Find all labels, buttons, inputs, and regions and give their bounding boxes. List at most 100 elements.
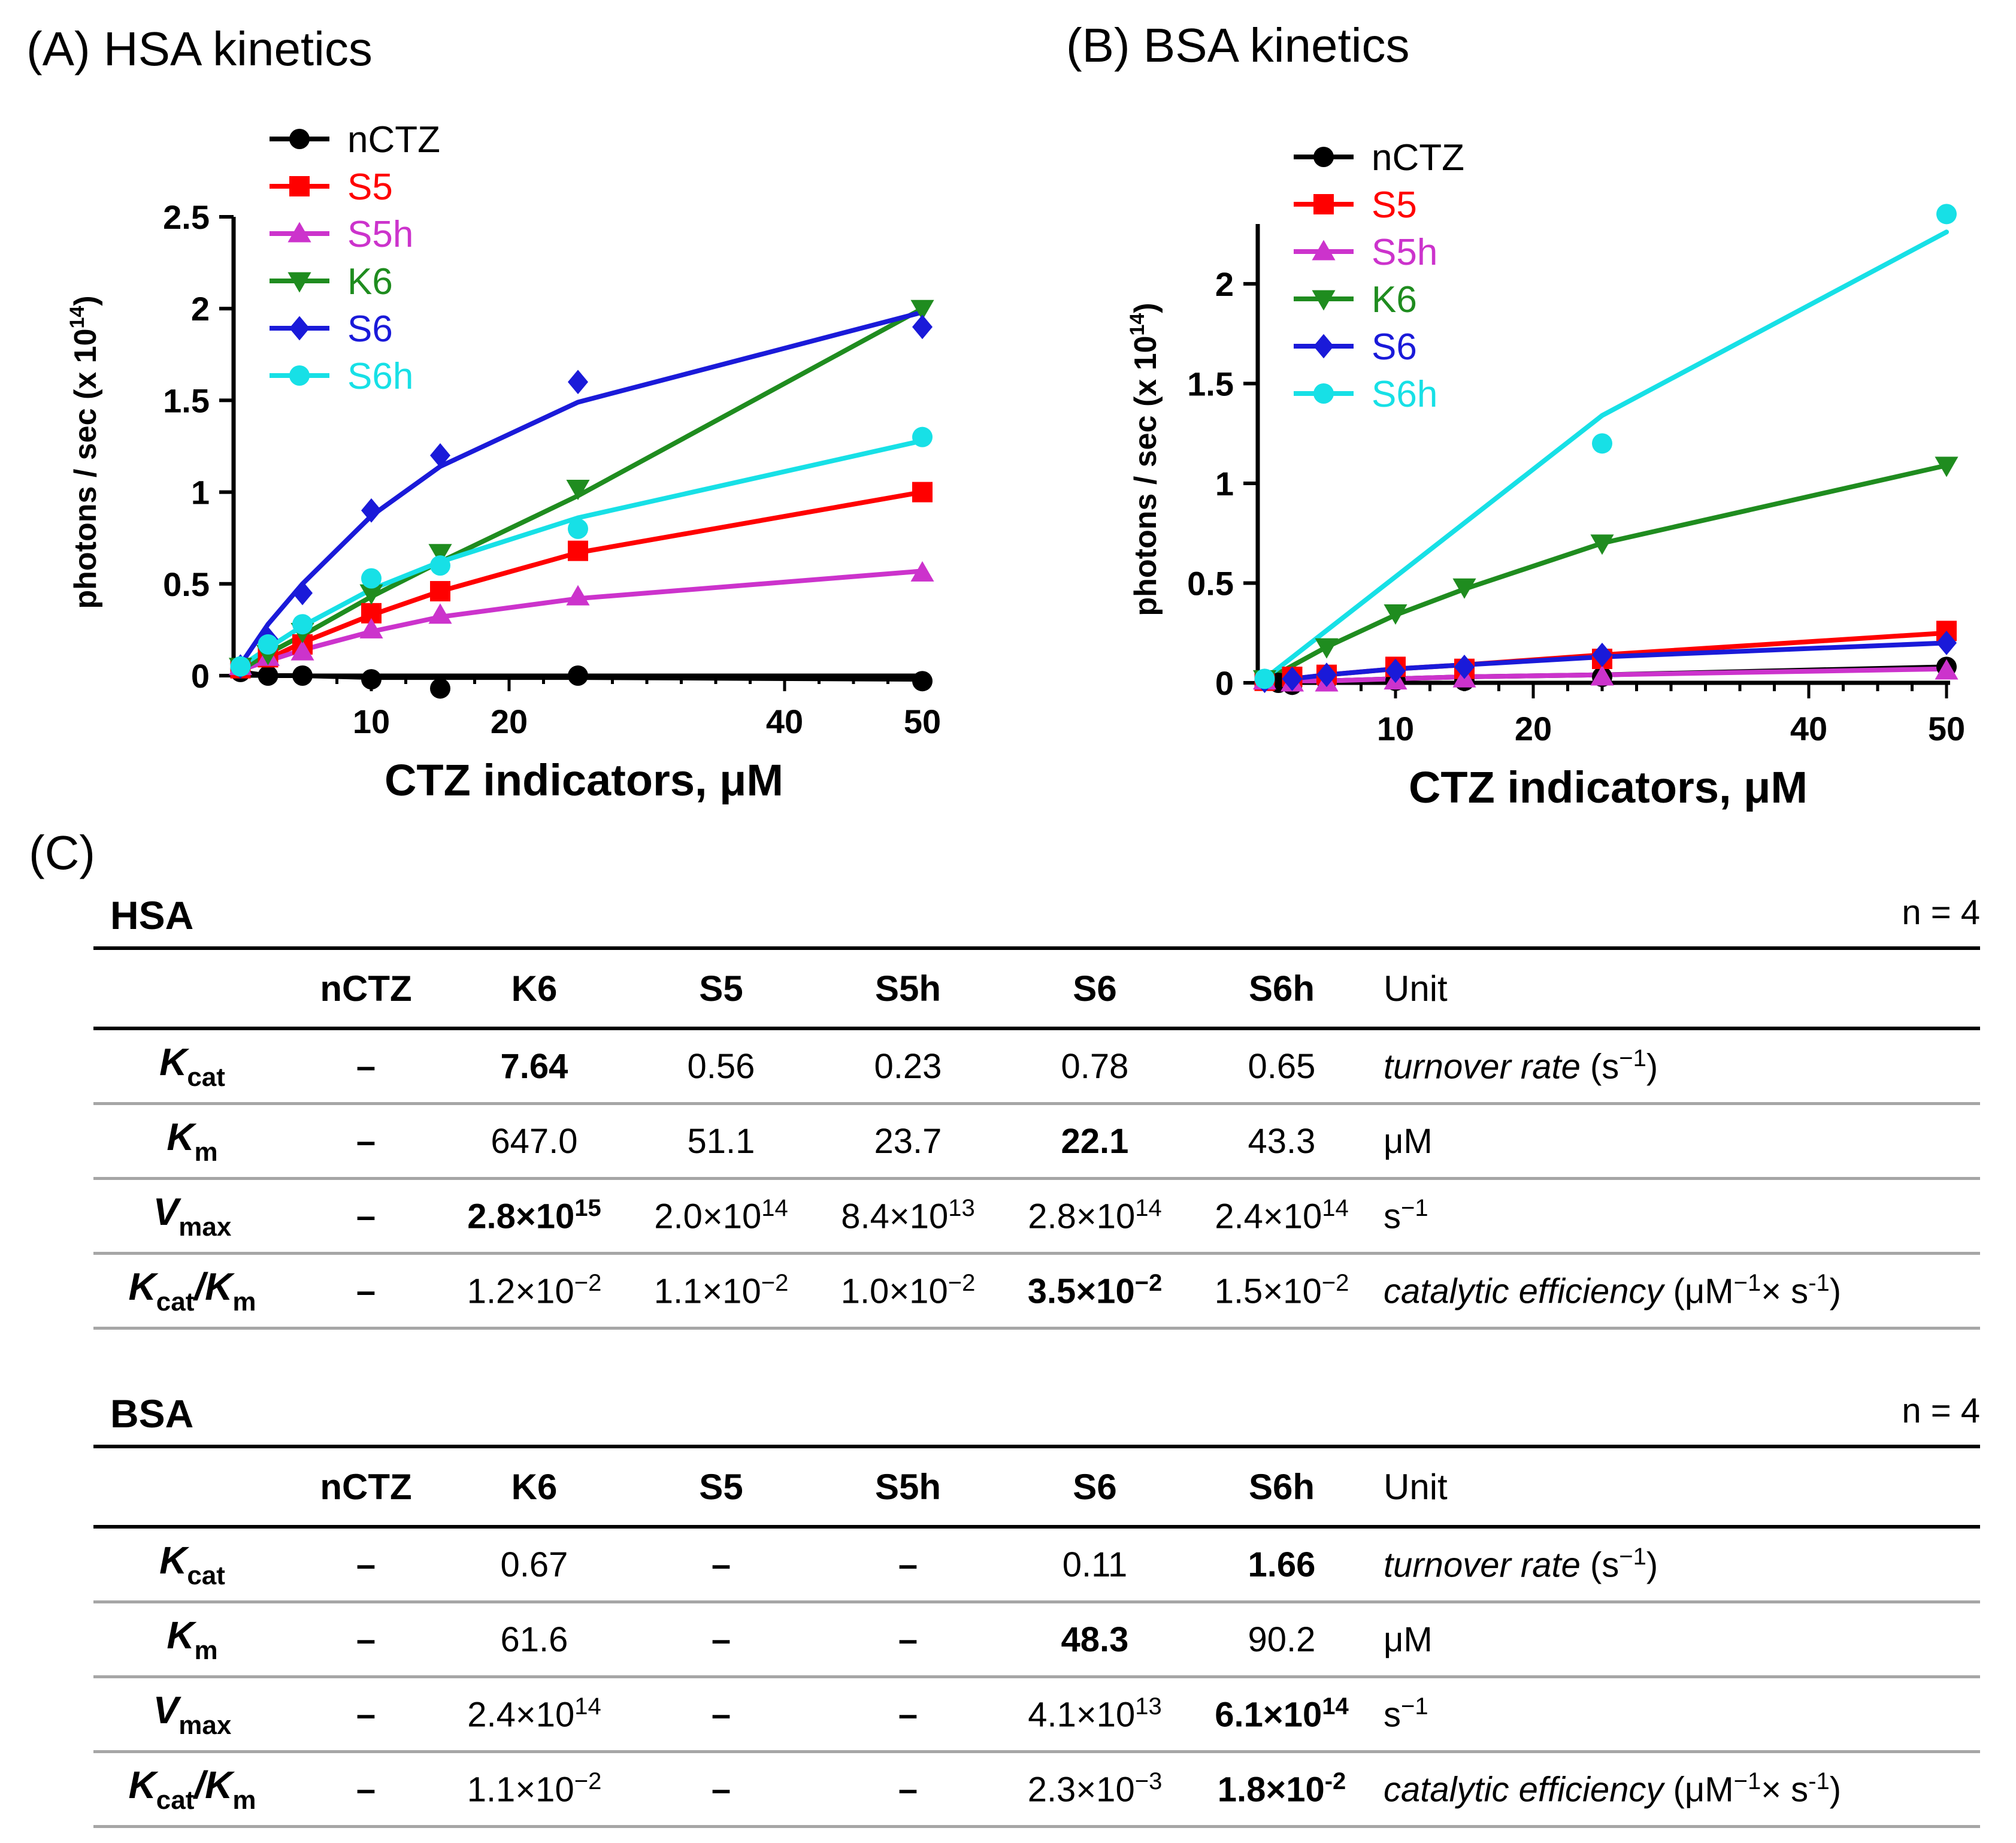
- column-header-k6: K6: [441, 1445, 628, 1529]
- table-cell: 647.0: [441, 1103, 628, 1180]
- panel-b-title: (B) BSA kinetics: [1066, 19, 1410, 72]
- y-tick-label: 1.5: [163, 382, 210, 419]
- bsa-table-n: n = 4: [1902, 1391, 1980, 1430]
- y-tick-label: 2.5: [163, 198, 210, 236]
- legend-label-K6: K6: [1372, 279, 1417, 320]
- table-cell: 0.78: [1001, 1028, 1188, 1105]
- data-point-S5h: [910, 561, 934, 582]
- table-cell: –: [815, 1676, 1001, 1753]
- table-cell: 90.2: [1188, 1602, 1375, 1678]
- header-empty: [93, 1445, 291, 1529]
- unit-cell: turnover rate (s−1): [1375, 1028, 1980, 1105]
- legend-marker-S6: [1313, 334, 1334, 359]
- column-header-s6: S6: [1001, 946, 1188, 1030]
- header-empty: [93, 946, 291, 1030]
- data-point-S6: [1454, 654, 1475, 679]
- table-cell: –: [291, 1751, 441, 1828]
- row-parameter: Vmax: [93, 1178, 291, 1255]
- data-point-S6: [1385, 658, 1406, 683]
- legend-marker-K6: [1312, 290, 1336, 311]
- x-tick-label: 40: [1790, 710, 1827, 748]
- data-point-S6h: [292, 614, 313, 635]
- panel-c-label: (C): [29, 826, 96, 879]
- table-cell: 23.7: [815, 1103, 1001, 1180]
- y-axis-label-sup: 14: [66, 306, 89, 329]
- hsa-table-block: HSA n = 4 nCTZ K6 S5 S5h S6 S6h Unit Kcat –7.64 0…: [93, 886, 1980, 1330]
- table-cell: 0.56: [628, 1028, 815, 1105]
- table-row: Km –647.0 51.1 23.7 22.1 43.3 μM: [93, 1103, 1980, 1180]
- legend-marker-S6: [289, 316, 310, 341]
- data-point-S5h: [428, 603, 452, 624]
- table-cell: 6.1×1014: [1188, 1676, 1375, 1753]
- table-cell: –: [628, 1602, 815, 1678]
- data-point-S6: [1936, 630, 1957, 655]
- hsa-table-title: HSA: [110, 893, 194, 937]
- table-cell: –: [628, 1751, 815, 1828]
- data-point-S6h: [1254, 668, 1275, 689]
- fit-line-S6h: [1262, 229, 1949, 682]
- table-row: Kcat/Km –1.2×10−2 1.1×10−2 1.0×10−2 3.5×10−2…: [93, 1253, 1980, 1330]
- table-row: Kcat –7.64 0.56 0.23 0.78 0.65 turnover rate (…: [93, 1028, 1980, 1105]
- data-point-S6: [430, 443, 450, 468]
- unit-cell: μM: [1375, 1103, 1980, 1180]
- column-header-s6: S6: [1001, 1445, 1188, 1529]
- table-cell: 43.3: [1188, 1103, 1375, 1180]
- bsa-table-block: BSA n = 4 nCTZ K6 S5 S5h S6 S6h Unit Kcat –0.67–…: [93, 1385, 1980, 1828]
- data-point-S6: [912, 314, 933, 340]
- data-point-nCTZ: [430, 678, 450, 699]
- y-axis-label-tail: ): [68, 295, 103, 305]
- hsa-table-n: n = 4: [1902, 893, 1980, 932]
- y-axis-label-main: photons / sec (x 10: [68, 329, 103, 609]
- y-axis-label-tail: ): [1128, 302, 1163, 313]
- y-tick-label: 2: [1215, 265, 1234, 303]
- column-header-s5: S5: [628, 1445, 815, 1529]
- data-point-S5: [430, 581, 450, 602]
- legend-marker-S5h: [1312, 240, 1336, 261]
- column-header-unit: Unit: [1375, 1445, 1980, 1529]
- legend-label-S6: S6: [347, 308, 393, 350]
- column-header-s5h: S5h: [815, 1445, 1001, 1529]
- y-tick-label: 0: [1215, 664, 1234, 702]
- data-point-S6h: [1936, 204, 1957, 225]
- data-point-S6h: [258, 634, 279, 655]
- table-cell: 0.65: [1188, 1028, 1375, 1105]
- table-cell: –: [291, 1527, 441, 1603]
- table-cell: 1.1×10−2: [628, 1253, 815, 1330]
- y-axis-label: photons / sec (x 1014): [1126, 302, 1163, 616]
- table-cell: –: [291, 1676, 441, 1753]
- y-tick-label: 1.5: [1187, 365, 1234, 403]
- x-axis-label: CTZ indicators, μM: [1409, 762, 1808, 812]
- data-point-S6: [568, 370, 588, 395]
- row-parameter: Kcat: [93, 1527, 291, 1603]
- row-parameter: Km: [93, 1103, 291, 1180]
- data-point-S5h: [290, 640, 314, 661]
- table-cell: 22.1: [1001, 1103, 1188, 1180]
- table-cell: 0.67: [441, 1527, 628, 1603]
- table-cell: –: [815, 1602, 1001, 1678]
- y-tick-label: 1: [1215, 465, 1234, 503]
- data-point-S5: [912, 482, 933, 503]
- data-point-nCTZ: [258, 665, 279, 686]
- legend-label-S5: S5: [1372, 184, 1417, 226]
- x-tick-label: 10: [353, 703, 390, 740]
- data-point-S6h: [1592, 433, 1612, 454]
- table-cell: –: [815, 1527, 1001, 1603]
- data-point-K6: [1452, 578, 1476, 599]
- row-parameter: Kcat/Km: [93, 1751, 291, 1828]
- hsa-kinetics-chart: 0 0.5 1 1.5 2 2.5 10 20 40 50 CTZ indicators, μM ph…: [0, 0, 988, 830]
- data-point-nCTZ: [912, 671, 933, 692]
- unit-cell: μM: [1375, 1602, 1980, 1678]
- column-header-unit: Unit: [1375, 946, 1980, 1030]
- data-point-S5: [568, 540, 588, 561]
- table-cell: 0.23: [815, 1028, 1001, 1105]
- data-point-S6: [1282, 666, 1303, 691]
- data-point-K6: [359, 584, 383, 605]
- data-point-S6: [361, 498, 382, 523]
- table-cell: 48.3: [1001, 1602, 1188, 1678]
- table-cell: 51.1: [628, 1103, 815, 1180]
- y-tick-label: 1: [191, 474, 210, 512]
- table-cell: 1.66: [1188, 1527, 1375, 1603]
- table-cell: –: [628, 1527, 815, 1603]
- x-tick-label: 10: [1377, 710, 1414, 748]
- legend-marker-S6h: [289, 365, 310, 386]
